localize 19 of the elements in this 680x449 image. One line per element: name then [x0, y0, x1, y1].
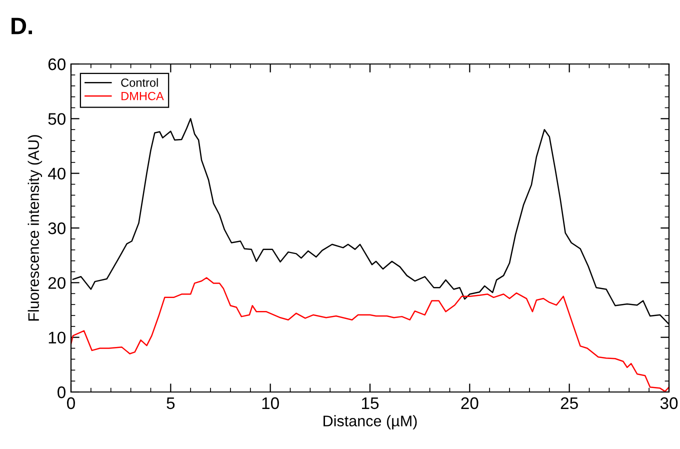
x-tick-label: 15: [362, 397, 379, 410]
y-tick-label: 40: [48, 168, 66, 180]
x-tick-label: 25: [560, 397, 578, 410]
y-tick-label: 20: [48, 277, 66, 289]
y-tick-label: 50: [48, 113, 66, 125]
y-tick-label: 30: [48, 222, 66, 234]
y-tick-label: 0: [58, 386, 66, 398]
x-axis-title: Distance (µM): [324, 415, 417, 430]
x-tick-label: 5: [166, 397, 175, 410]
chart-title: D.: [12, 18, 32, 34]
x-tick-label: 10: [262, 397, 279, 410]
y-tick-label: 60: [48, 58, 66, 70]
legend-label: Control: [121, 78, 158, 87]
y-axis-title: Fluorescence intensity (AU): [28, 135, 42, 321]
x-tick-label: 20: [461, 397, 478, 410]
x-tick-label: 30: [660, 397, 678, 410]
x-tick-label: 0: [67, 397, 75, 410]
legend-label: DMHCA: [122, 92, 164, 100]
y-tick-label: 10: [48, 332, 66, 344]
